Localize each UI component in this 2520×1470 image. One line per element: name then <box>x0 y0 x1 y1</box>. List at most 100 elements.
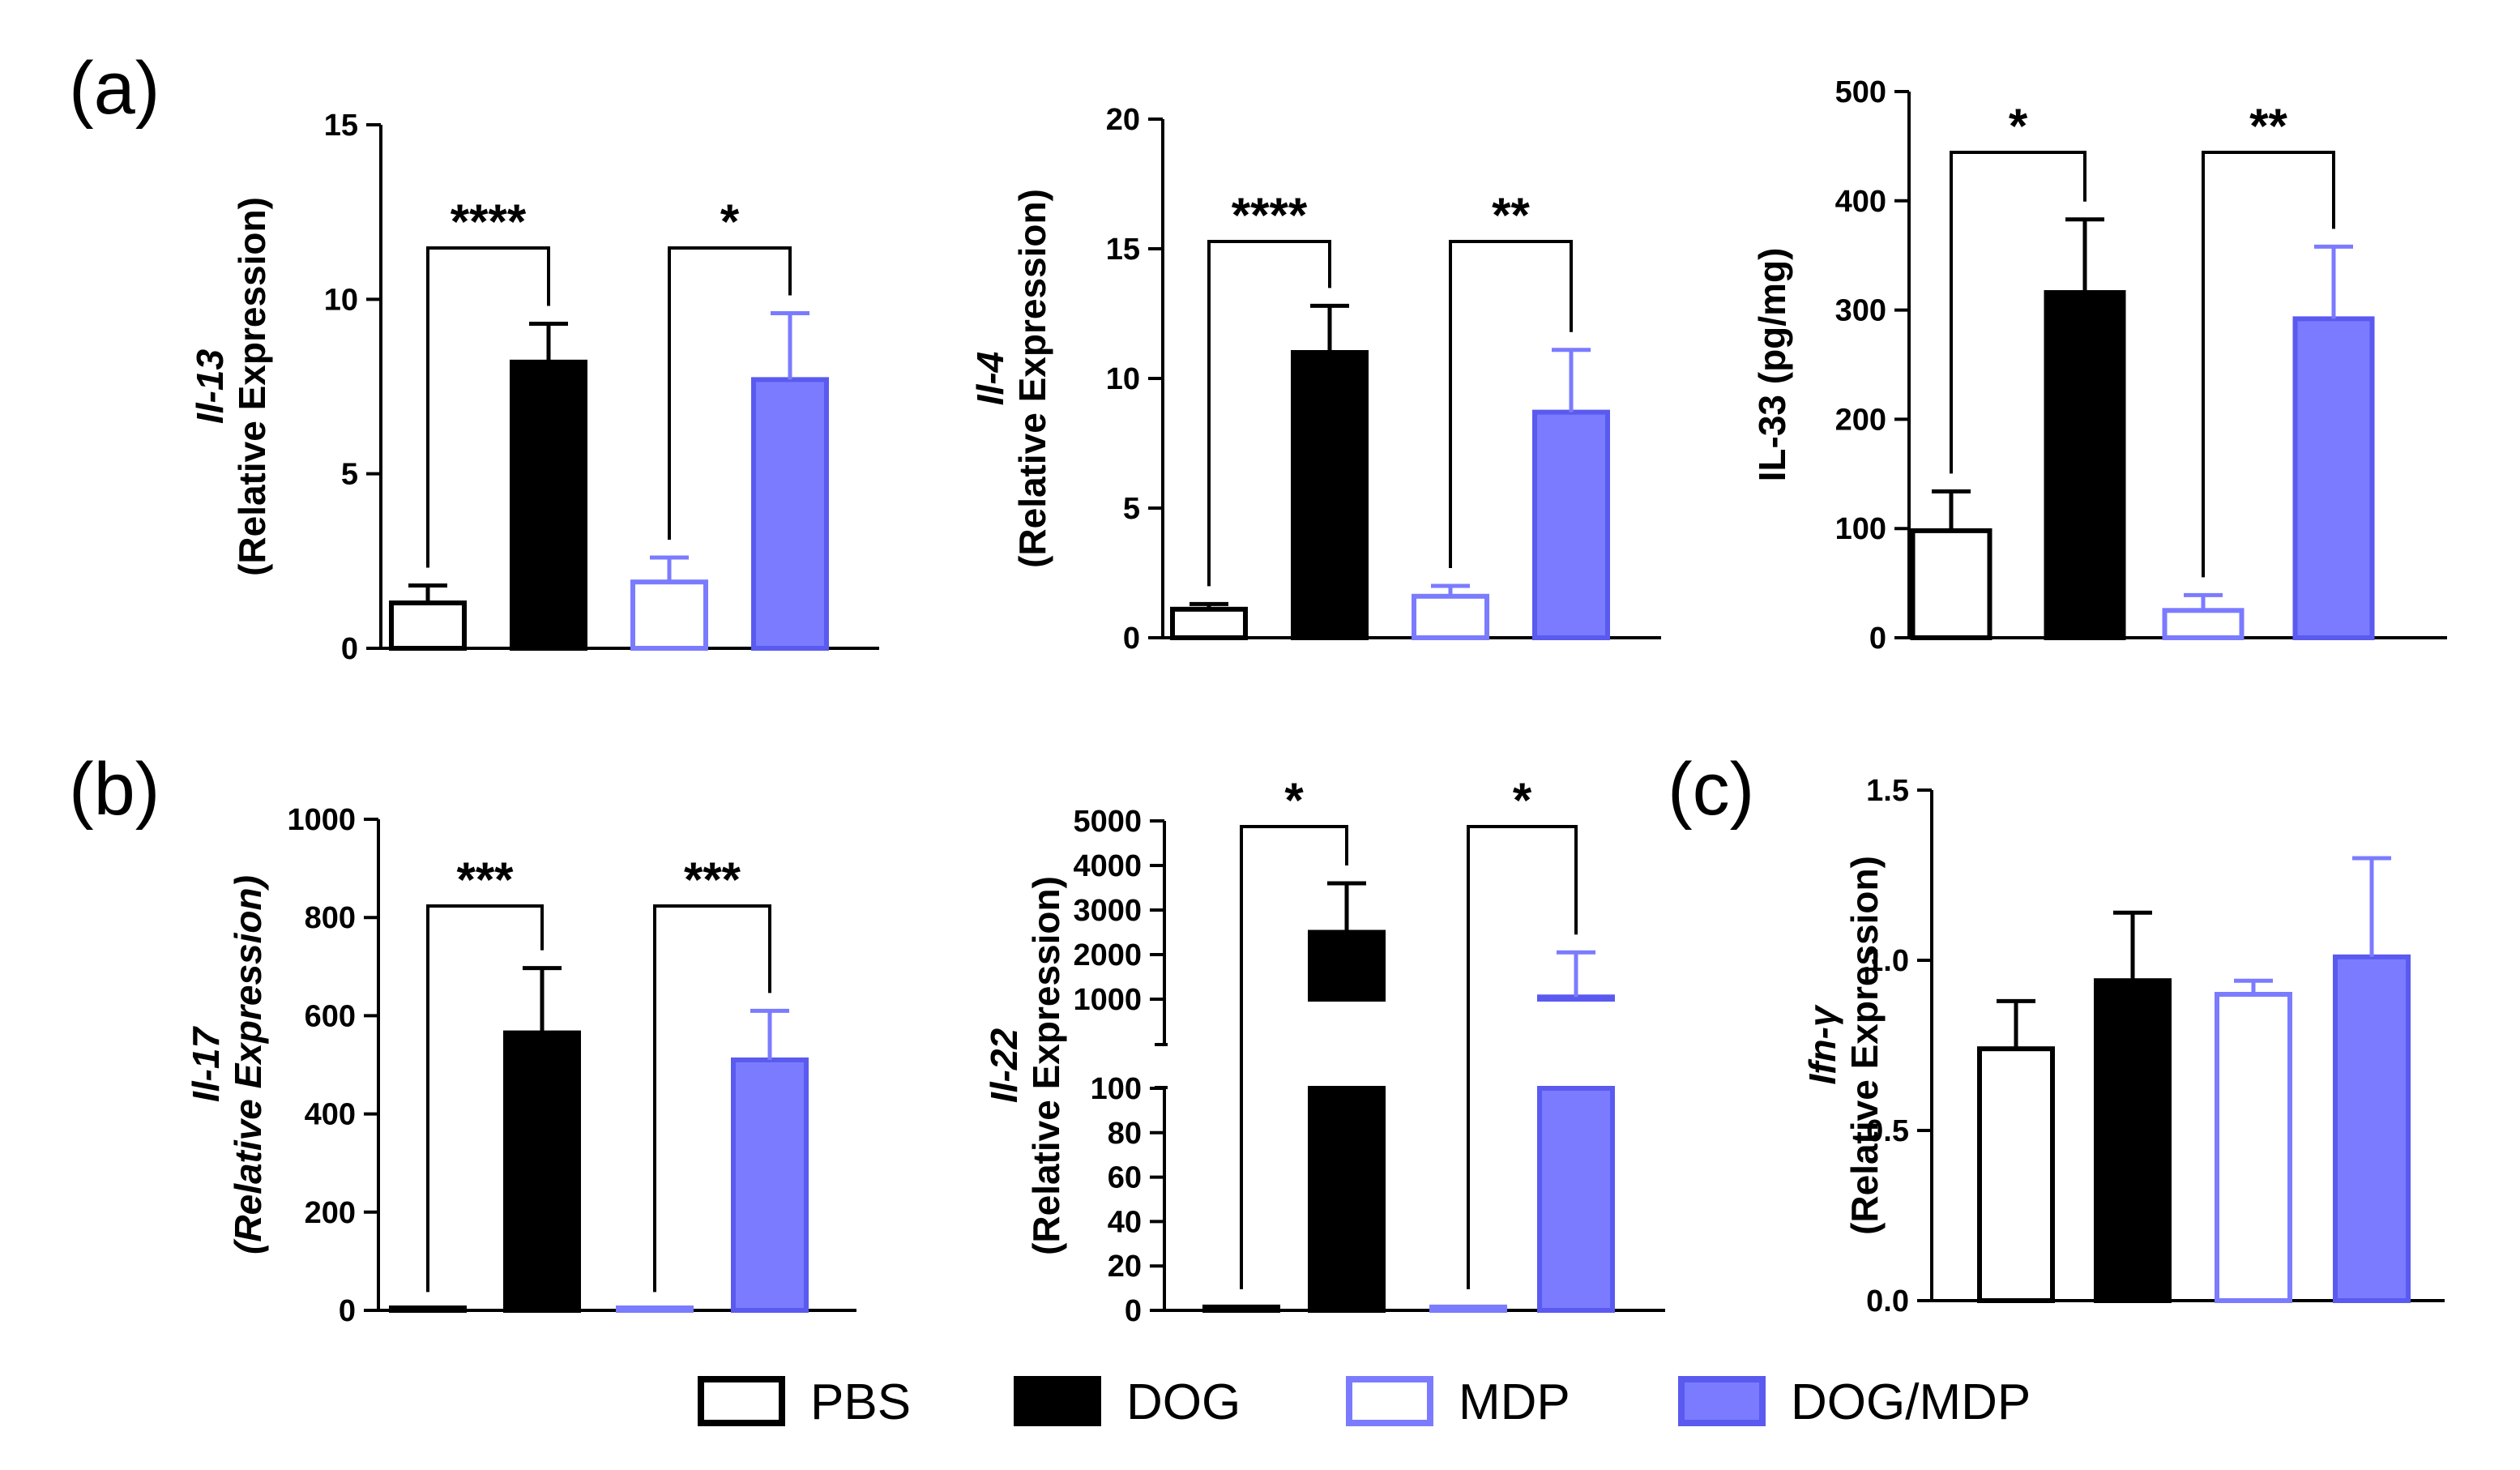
bar-pbs <box>1170 606 1248 640</box>
significance-label: **** <box>451 194 527 249</box>
y-tick-label: 20 <box>1108 1250 1142 1284</box>
y-axis-label: Il-4(Relative Expression) <box>969 189 1053 568</box>
y-axis-label-text: (Relative Expression) <box>227 875 269 1254</box>
legend-swatch <box>1678 1376 1766 1426</box>
chart-il17: 0 200 400 600 800 1000 Il-17(Relative Expressi… <box>185 803 856 1328</box>
legend: PBS DOG MDP DOG/MDP <box>698 1374 2031 1430</box>
significance-label: ** <box>1492 188 1530 242</box>
y-tick-label: 10 <box>324 283 358 317</box>
y-axis-label: Il-17(Relative Expression) <box>185 875 269 1254</box>
panel-label-c: (c) <box>1668 748 1754 831</box>
y-axis-label-text: IL-33 (pg/mg) <box>1751 248 1793 482</box>
y-tick-label: 3000 <box>1073 894 1142 928</box>
chart-ifng: 0.0 0.5 1.0 1.5 Ifn-γ(Relative Expression) <box>1801 774 2445 1318</box>
panel-label-b: (b) <box>69 748 160 831</box>
significance-bracket <box>426 904 544 1293</box>
chart-il22: 0 20 40 60 80 100 1000 2000 3000 4000 5000 Il-22(Re… <box>983 773 1665 1328</box>
bar-mdp <box>630 579 708 652</box>
bar-dog-mdp <box>751 377 829 651</box>
y-tick-label: 100 <box>1835 512 1886 546</box>
legend-label: PBS <box>810 1374 911 1430</box>
y-axis-label: Ifn-γ(Relative Expression) <box>1801 856 1886 1235</box>
bar-dog <box>1291 350 1369 640</box>
significance-bracket <box>2202 151 2335 578</box>
y-tick-label: 400 <box>1835 185 1886 219</box>
y-tick-label: 400 <box>305 1098 356 1132</box>
legend-label: MDP <box>1459 1374 1570 1430</box>
y-axis-label-gene: Il-4 <box>969 352 1011 405</box>
significance-label: ** <box>2249 99 2287 153</box>
legend-swatch <box>698 1376 785 1426</box>
significance-label: *** <box>684 853 741 907</box>
bar-dog-mdp <box>2292 316 2375 640</box>
y-tick-label: 0 <box>341 632 358 666</box>
y-tick-label: 100 <box>1091 1072 1142 1106</box>
significance-bracket <box>668 246 792 541</box>
y-tick-label: 2000 <box>1073 938 1142 972</box>
y-tick-label: 5 <box>1123 492 1140 526</box>
y-axis-label-gene: Ifn-γ <box>1801 1004 1843 1085</box>
bar-dog-lower <box>1308 1086 1386 1313</box>
bar-pbs <box>389 1305 467 1313</box>
y-tick-label: 1000 <box>1073 983 1142 1017</box>
y-axis-label-gene: Il-13 <box>189 349 231 424</box>
y-tick-label: 15 <box>324 109 358 143</box>
significance-label: * <box>1513 773 1532 827</box>
legend-item-dog-mdp: DOG/MDP <box>1678 1374 2031 1430</box>
y-axis-label-gene: Il-17 <box>185 1026 227 1102</box>
significance-bracket <box>1449 240 1573 568</box>
y-tick-label: 4000 <box>1073 849 1142 883</box>
y-axis-label-gene: Il-22 <box>983 1028 1025 1103</box>
legend-item-mdp: MDP <box>1346 1374 1570 1430</box>
y-tick-label: 20 <box>1106 103 1140 137</box>
y-tick-label: 0.5 <box>1866 1114 1909 1148</box>
significance-label: * <box>2009 99 2028 153</box>
bar-pbs <box>1910 528 1993 640</box>
bar-mdp <box>1412 593 1489 640</box>
y-tick-label: 500 <box>1835 75 1886 109</box>
bar-dog-mdp <box>731 1057 809 1313</box>
bar-dog-mdp <box>2333 954 2411 1304</box>
y-tick-label: 0.0 <box>1866 1284 1909 1318</box>
significance-bracket <box>426 246 550 568</box>
bar-pbs <box>1977 1046 2055 1303</box>
panel-label-a: (a) <box>69 47 160 130</box>
y-tick-label: 200 <box>305 1196 356 1230</box>
significance-label: * <box>720 194 740 249</box>
significance-bracket <box>1240 825 1348 1289</box>
y-tick-label: 40 <box>1108 1205 1142 1239</box>
significance-bracket <box>653 904 771 1293</box>
y-tick-label: 15 <box>1106 233 1140 267</box>
y-tick-label: 0 <box>1125 1294 1142 1328</box>
significance-bracket <box>1467 825 1578 1289</box>
y-tick-label: 800 <box>305 901 356 935</box>
bar-mdp <box>616 1305 694 1313</box>
y-tick-label: 5 <box>341 458 358 492</box>
y-tick-label: 80 <box>1108 1117 1142 1151</box>
y-axis-label-text: (Relative Expression) <box>1025 876 1067 1255</box>
y-tick-label: 600 <box>305 999 356 1033</box>
bar-dog <box>503 1030 581 1313</box>
significance-bracket <box>1950 151 2086 474</box>
y-tick-label: 0 <box>1123 622 1140 656</box>
legend-swatch <box>1346 1376 1433 1426</box>
legend-swatch <box>1014 1376 1101 1426</box>
y-axis-label-text: (Relative Expression) <box>1843 856 1886 1235</box>
legend-item-pbs: PBS <box>698 1374 911 1430</box>
bar-pbs <box>389 600 467 651</box>
y-axis-label-text: (Relative Expression) <box>231 197 273 576</box>
significance-label: **** <box>1232 188 1308 242</box>
bar-dog-mdp-upper <box>1537 994 1615 1002</box>
bar-dog <box>510 359 587 651</box>
y-axis-label: IL-33 (pg/mg) <box>1751 248 1793 482</box>
bar-mdp <box>2215 992 2292 1303</box>
bar-dog <box>2044 290 2126 640</box>
y-tick-label: 1.5 <box>1866 774 1909 808</box>
bar-dog-mdp <box>1532 409 1610 640</box>
y-tick-label: 200 <box>1835 403 1886 437</box>
significance-label: *** <box>456 853 514 907</box>
